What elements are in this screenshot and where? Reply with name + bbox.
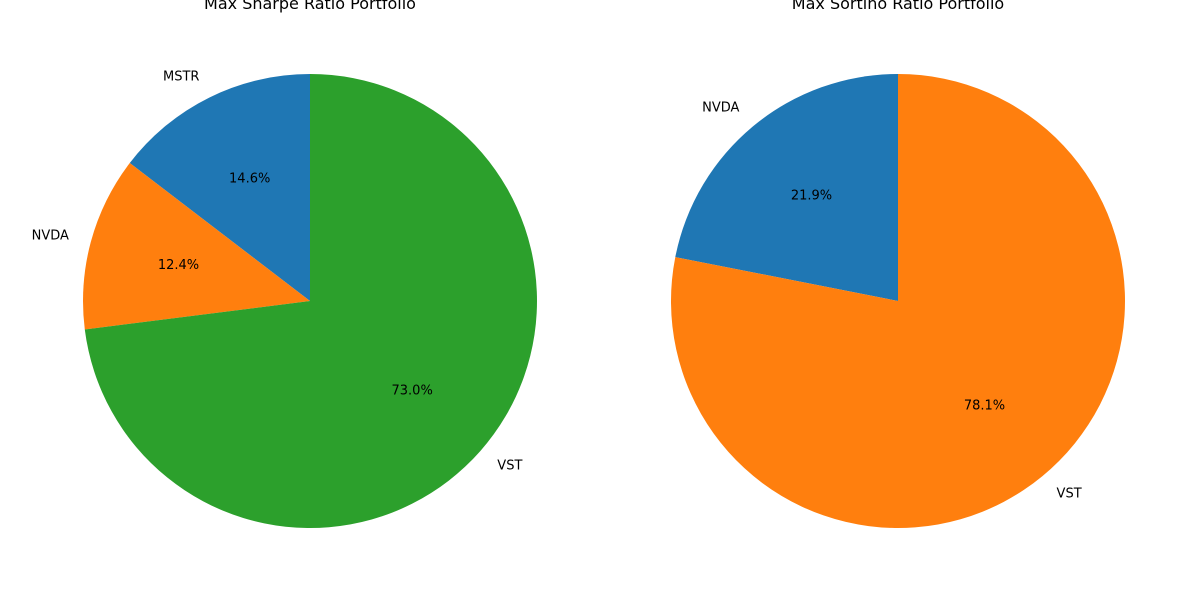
sharpe-pct-mstr: 14.6% bbox=[229, 171, 270, 186]
sortino-slice-nvda bbox=[675, 74, 898, 301]
sharpe-label-vst: VST bbox=[497, 459, 522, 474]
sharpe-pct-vst: 73.0% bbox=[392, 384, 433, 399]
sharpe-pct-nvda: 12.4% bbox=[158, 258, 199, 273]
sharpe-pie-slices bbox=[82, 74, 537, 528]
sharpe-label-mstr: MSTR bbox=[163, 70, 199, 85]
sortino-label-vst: VST bbox=[1057, 486, 1082, 501]
sharpe-slice-mstr bbox=[129, 74, 310, 301]
sortino-pie-chart: Max Sortino Ratio Portfolio NVDA 21.9% VST… bbox=[671, 0, 1125, 528]
sharpe-label-nvda: NVDA bbox=[32, 228, 69, 243]
sharpe-chart-title: Max Sharpe Ratio Portfolio bbox=[204, 0, 416, 13]
sortino-label-nvda: NVDA bbox=[702, 101, 739, 116]
sortino-pie-labels: NVDA 21.9% VST 78.1% bbox=[702, 101, 1082, 502]
sharpe-slice-vst bbox=[84, 74, 537, 528]
sharpe-pie-labels: MSTR 14.6% NVDA 12.4% VST 73.0% bbox=[32, 70, 523, 474]
sharpe-pie-chart: Max Sharpe Ratio Portfolio MSTR 14.6% NVDA… bbox=[32, 0, 537, 528]
sharpe-slice-nvda bbox=[82, 162, 310, 330]
sortino-pct-vst: 78.1% bbox=[964, 399, 1005, 414]
sortino-pie-slices bbox=[671, 74, 1125, 528]
sortino-slice-vst bbox=[671, 74, 1125, 528]
sortino-pct-nvda: 21.9% bbox=[791, 188, 832, 203]
sortino-chart-title: Max Sortino Ratio Portfolio bbox=[792, 0, 1004, 13]
